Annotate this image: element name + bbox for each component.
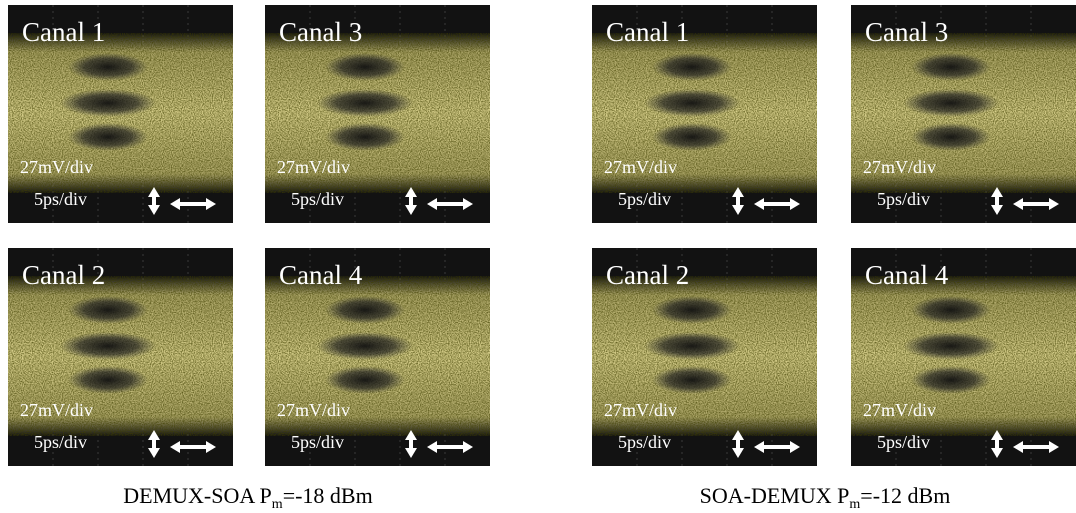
- caption-prefix: SOA-DEMUX P: [700, 483, 850, 508]
- eye-opening: [652, 296, 732, 324]
- eye-opening: [68, 123, 148, 151]
- eye-opening: [652, 123, 732, 151]
- vertical-scale: 27mV/div: [604, 400, 677, 420]
- caption-subscript: m: [272, 497, 283, 512]
- vertical-arrow: [732, 187, 744, 215]
- vertical-arrow: [405, 430, 417, 458]
- caption-subscript: m: [849, 497, 860, 512]
- channel-title: Canal 2: [606, 260, 689, 290]
- vertical-arrow: [732, 430, 744, 458]
- eye-diagram-panel: Canal 3 27mV/div 5ps/div: [265, 5, 490, 223]
- vertical-scale: 27mV/div: [863, 157, 936, 177]
- group-caption: DEMUX-SOA Pm=-18 dBm: [123, 483, 372, 512]
- eye-opening: [325, 53, 405, 81]
- eye-opening: [60, 89, 156, 117]
- horizontal-arrow: [170, 198, 216, 210]
- eye-opening: [68, 296, 148, 324]
- eye-opening: [911, 53, 991, 81]
- eye-opening: [317, 332, 413, 360]
- horizontal-arrow: [427, 441, 473, 453]
- eye-opening: [60, 332, 156, 360]
- caption-suffix: =-12 dBm: [860, 483, 950, 508]
- eye-opening: [317, 89, 413, 117]
- eye-opening: [652, 53, 732, 81]
- eye-opening: [903, 89, 999, 117]
- horizontal-arrow: [1013, 198, 1059, 210]
- group-caption: SOA-DEMUX Pm=-12 dBm: [700, 483, 951, 512]
- horizontal-scale: 5ps/div: [34, 189, 87, 209]
- vertical-scale: 27mV/div: [604, 157, 677, 177]
- caption-suffix: =-18 dBm: [283, 483, 373, 508]
- vertical-scale: 27mV/div: [20, 400, 93, 420]
- vertical-scale: 27mV/div: [277, 157, 350, 177]
- channel-title: Canal 1: [606, 17, 689, 47]
- eye-opening: [652, 366, 732, 394]
- channel-title: Canal 4: [865, 260, 949, 290]
- eye-opening: [911, 296, 991, 324]
- eye-diagram-panel: Canal 1 27mV/div 5ps/div: [8, 5, 233, 223]
- eye-diagram-panel: Canal 2 27mV/div 5ps/div: [592, 248, 817, 466]
- horizontal-scale: 5ps/div: [618, 432, 671, 452]
- eye-opening: [644, 89, 740, 117]
- channel-title: Canal 4: [279, 260, 363, 290]
- eye-diagram-panel: Canal 3 27mV/div 5ps/div: [851, 5, 1076, 223]
- channel-title: Canal 3: [279, 17, 362, 47]
- eye-opening: [68, 53, 148, 81]
- vertical-arrow: [148, 187, 160, 215]
- eye-opening: [911, 366, 991, 394]
- eye-opening: [911, 123, 991, 151]
- eye-diagram-panel: Canal 1 27mV/div 5ps/div: [592, 5, 817, 223]
- horizontal-arrow: [427, 198, 473, 210]
- channel-title: Canal 1: [22, 17, 105, 47]
- horizontal-scale: 5ps/div: [618, 189, 671, 209]
- horizontal-arrow: [170, 441, 216, 453]
- vertical-scale: 27mV/div: [20, 157, 93, 177]
- channel-title: Canal 2: [22, 260, 105, 290]
- vertical-arrow: [991, 430, 1003, 458]
- vertical-arrow: [991, 187, 1003, 215]
- eye-opening: [325, 366, 405, 394]
- horizontal-scale: 5ps/div: [291, 189, 344, 209]
- vertical-scale: 27mV/div: [863, 400, 936, 420]
- horizontal-scale: 5ps/div: [877, 432, 930, 452]
- horizontal-arrow: [754, 198, 800, 210]
- horizontal-scale: 5ps/div: [291, 432, 344, 452]
- eye-opening: [644, 332, 740, 360]
- eye-diagram-panel: Canal 4 27mV/div 5ps/div: [851, 248, 1076, 466]
- eye-diagram-panel: Canal 4 27mV/div 5ps/div: [265, 248, 490, 466]
- horizontal-scale: 5ps/div: [34, 432, 87, 452]
- caption-prefix: DEMUX-SOA P: [123, 483, 272, 508]
- eye-diagram-panel: Canal 2 27mV/div 5ps/div: [8, 248, 233, 466]
- horizontal-scale: 5ps/div: [877, 189, 930, 209]
- vertical-arrow: [405, 187, 417, 215]
- horizontal-arrow: [754, 441, 800, 453]
- eye-opening: [903, 332, 999, 360]
- eye-opening: [325, 123, 405, 151]
- horizontal-arrow: [1013, 441, 1059, 453]
- channel-title: Canal 3: [865, 17, 948, 47]
- vertical-arrow: [148, 430, 160, 458]
- eye-opening: [325, 296, 405, 324]
- vertical-scale: 27mV/div: [277, 400, 350, 420]
- eye-opening: [68, 366, 148, 394]
